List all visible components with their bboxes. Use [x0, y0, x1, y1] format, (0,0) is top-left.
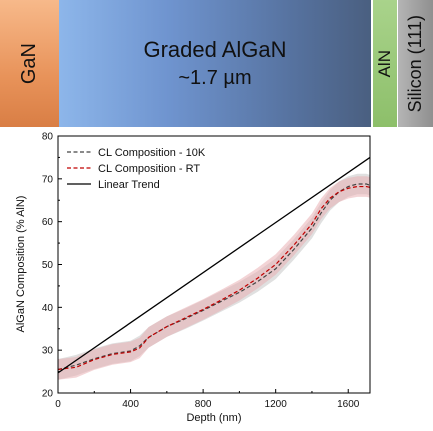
series-lines [58, 156, 370, 374]
y-tick-label: 30 [42, 346, 54, 357]
layer-gan: GaN [0, 0, 59, 127]
y-tick-label: 40 [42, 303, 54, 314]
x-tick-label: 800 [195, 399, 212, 410]
x-tick-label: 400 [122, 399, 139, 410]
series-line-linear-trend [58, 156, 370, 374]
legend-item-cl-rt-label: CL Composition - RT [98, 163, 200, 175]
legend-item-cl-10k-label: CL Composition - 10K [98, 147, 206, 159]
y-tick-label: 20 [42, 389, 54, 400]
x-tick-label: 1600 [337, 399, 360, 410]
layer-silicon: Silicon (111) [398, 0, 433, 127]
uncertainty-bands [58, 173, 370, 380]
layer-aln: AlN [373, 0, 397, 127]
y-tick-label: 80 [42, 132, 54, 143]
y-tick-label: 60 [42, 217, 54, 228]
y-tick-label: 50 [42, 260, 54, 271]
x-axis-title: Depth (nm) [186, 412, 241, 424]
legend-item-linear-trend-label: Linear Trend [98, 179, 160, 191]
y-axis-title: AlGaN Composition (% AlN) [15, 196, 27, 333]
layer-graded-algan-thickness: ~1.7 µm [178, 66, 252, 89]
layer-graded-algan: Graded AlGaN ~1.7 µm [59, 0, 371, 127]
axis-ticks: 0 400 800 1200 1600 20 30 40 50 60 70 80 [42, 132, 360, 411]
x-tick-label: 0 [55, 399, 61, 410]
legend: CL Composition - 10K CL Composition - RT L… [67, 147, 206, 191]
x-tick-label: 1200 [265, 399, 288, 410]
uncertainty-band-rt [58, 176, 370, 380]
y-tick-label: 70 [42, 174, 54, 185]
layer-graded-algan-label: Graded AlGaN [143, 36, 287, 62]
series-line-cl-rt [58, 185, 370, 371]
